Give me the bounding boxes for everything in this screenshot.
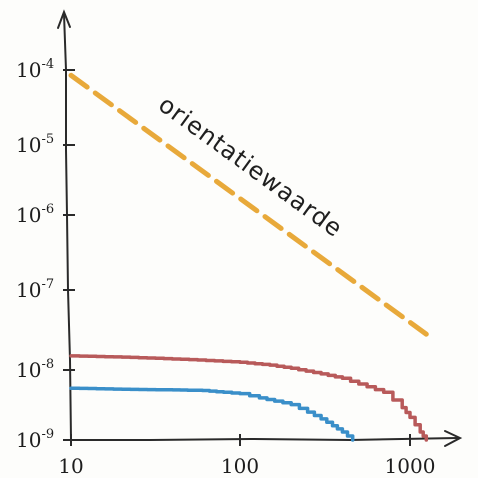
x-axis (70, 437, 458, 442)
y-tick-base: 10 (16, 358, 41, 382)
x-tick-label: 1000 (385, 454, 436, 478)
y-tick-label: 10-9 (16, 427, 54, 452)
y-tick-label: 10-7 (16, 277, 54, 302)
y-tick-base: 10 (16, 203, 41, 227)
y-tick-base: 10 (16, 133, 41, 157)
y-tick-label: 10-5 (16, 132, 54, 157)
y-tick-label: 10-4 (16, 57, 54, 82)
y-tick-base: 10 (16, 58, 41, 82)
y-tick-exponent: -4 (41, 57, 54, 72)
annotations: orientatiewaarde (153, 90, 348, 243)
x-axis-arrow (444, 430, 463, 447)
y-tick-base: 10 (16, 278, 41, 302)
y-tick-exponent: -5 (41, 132, 54, 147)
y-tick-exponent: -6 (41, 202, 54, 217)
x-tick-label: 10 (58, 454, 83, 478)
y-tick-label: 10-6 (16, 202, 54, 227)
y-axis (63, 13, 72, 441)
axes (57, 9, 463, 447)
y-tick-label: 10-8 (16, 357, 54, 382)
series-line-2 (69, 354, 429, 442)
y-tick-exponent: -7 (41, 277, 54, 292)
y-tick-base: 10 (16, 428, 41, 452)
y-axis-arrow (57, 9, 71, 29)
series (68, 72, 429, 442)
x-tick-label: 100 (221, 454, 259, 478)
y-tick-exponent: -8 (41, 357, 54, 372)
annotation-label: orientatiewaarde (153, 90, 348, 243)
series-line-3 (69, 386, 355, 442)
y-tick-exponent: -9 (41, 427, 54, 442)
series-line-1 (68, 72, 429, 337)
